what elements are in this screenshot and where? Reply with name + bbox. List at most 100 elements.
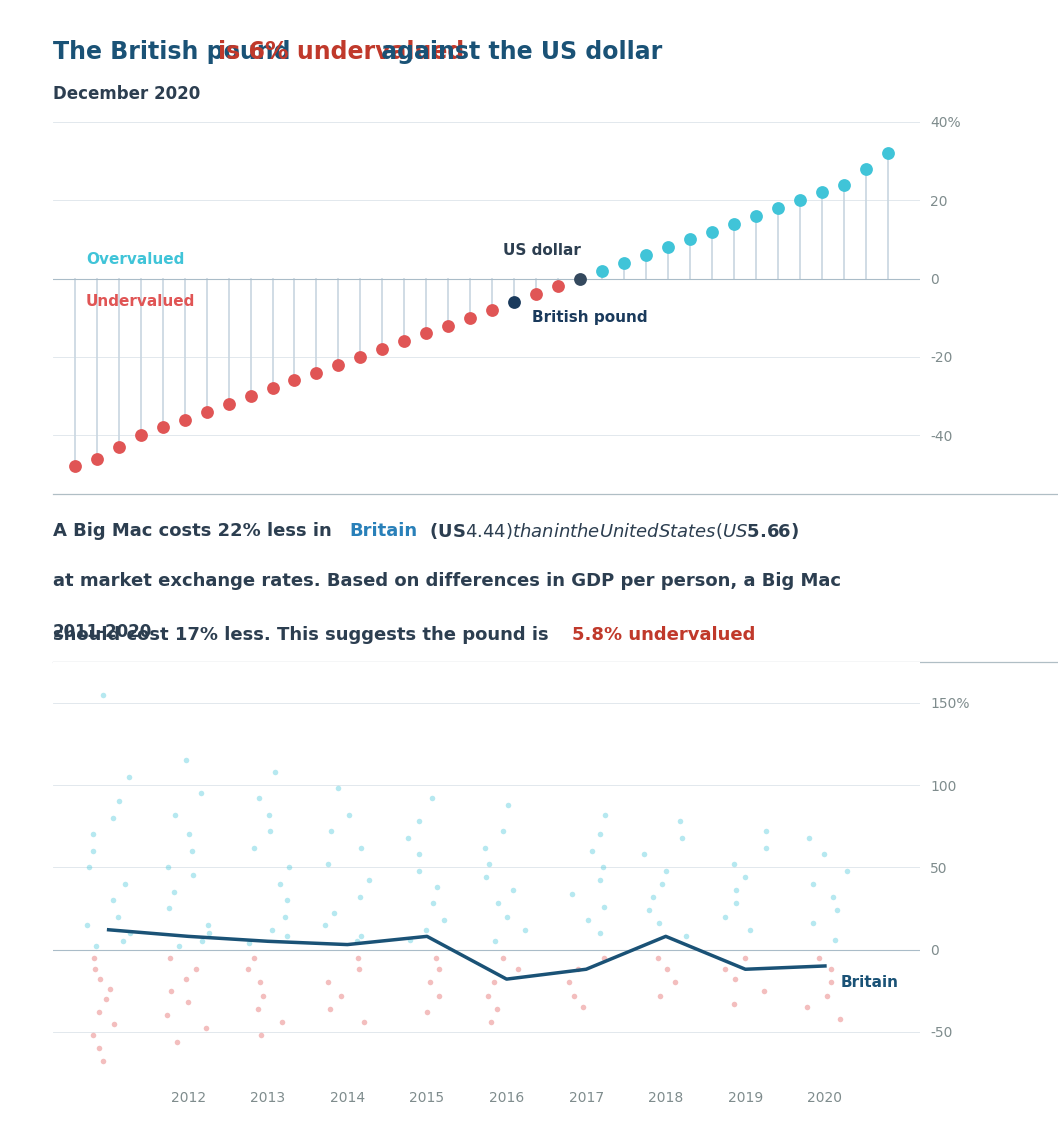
Point (857, 159, 874, 178)
Point (440, 316, 457, 335)
Point (94, 1053, 111, 1071)
Point (102, 980, 118, 998)
Point (220, 395, 237, 413)
Point (277, 907, 294, 925)
Point (516, 921, 533, 939)
Text: should cost 17% less. This suggests the pound is: should cost 17% less. This suggests the … (53, 626, 554, 644)
Point (681, 230, 698, 248)
Point (596, 949, 613, 967)
Point (91, 1039, 108, 1057)
Point (329, 780, 346, 798)
Point (411, 813, 427, 831)
Point (162, 949, 179, 967)
Point (477, 868, 494, 887)
Point (421, 973, 438, 991)
Point (489, 999, 506, 1017)
Point (769, 199, 786, 217)
Point (351, 888, 368, 906)
Point (431, 987, 448, 1005)
Point (263, 921, 280, 939)
Point (326, 905, 343, 923)
Point (399, 828, 416, 847)
Point (736, 868, 753, 887)
Point (396, 332, 413, 351)
Point (571, 270, 588, 288)
Text: 5.8% undervalued: 5.8% undervalued (571, 626, 755, 644)
Text: The British pound: The British pound (53, 40, 298, 64)
Point (490, 894, 507, 913)
Point (832, 1009, 849, 1028)
Point (198, 1020, 215, 1038)
Point (704, 223, 720, 241)
Point (86, 960, 103, 979)
Point (616, 254, 633, 272)
Point (654, 875, 671, 893)
Point (755, 982, 772, 1000)
Point (424, 894, 441, 913)
Point (822, 973, 839, 991)
Text: Britain: Britain (841, 975, 899, 990)
Point (595, 858, 612, 876)
Point (320, 855, 336, 873)
Point (180, 825, 197, 843)
Point (261, 822, 278, 840)
Point (177, 411, 194, 429)
Point (110, 792, 127, 810)
Point (411, 861, 427, 880)
Point (716, 907, 733, 925)
Point (418, 1003, 435, 1021)
Point (194, 932, 211, 950)
Point (163, 982, 180, 1000)
Point (94, 685, 111, 703)
Point (645, 888, 662, 906)
Point (561, 973, 578, 991)
Point (652, 987, 669, 1005)
Point (201, 924, 218, 942)
Point (84, 1026, 101, 1045)
Point (479, 987, 496, 1005)
Text: US dollar: US dollar (504, 244, 581, 258)
Point (818, 987, 835, 1005)
Point (564, 884, 581, 902)
Point (341, 806, 358, 824)
Point (317, 916, 334, 934)
Point (428, 877, 445, 896)
Point (180, 993, 197, 1012)
Point (505, 881, 522, 899)
Point (879, 145, 896, 163)
Point (251, 789, 268, 807)
Point (650, 949, 667, 967)
Point (348, 932, 365, 950)
Point (810, 949, 827, 967)
Point (816, 846, 833, 864)
Point (566, 987, 583, 1005)
Point (835, 175, 852, 193)
Point (659, 238, 676, 256)
Point (801, 828, 818, 847)
Point (105, 891, 122, 909)
Point (161, 899, 178, 917)
Point (198, 403, 215, 421)
Point (349, 949, 366, 967)
Point (361, 872, 378, 890)
Point (673, 828, 690, 847)
Point (178, 751, 195, 769)
Point (85, 842, 102, 860)
Point (184, 842, 201, 860)
Point (638, 246, 655, 264)
Point (486, 973, 503, 991)
Point (241, 934, 258, 953)
Point (373, 340, 390, 358)
Point (418, 324, 435, 343)
Point (510, 960, 527, 979)
Point (498, 907, 515, 925)
Point (105, 809, 122, 827)
Point (88, 937, 105, 955)
Point (278, 927, 295, 946)
Point (838, 861, 855, 880)
Point (78, 916, 95, 934)
Point (169, 1032, 186, 1050)
Point (726, 215, 743, 233)
Point (249, 999, 266, 1017)
Point (436, 910, 453, 929)
